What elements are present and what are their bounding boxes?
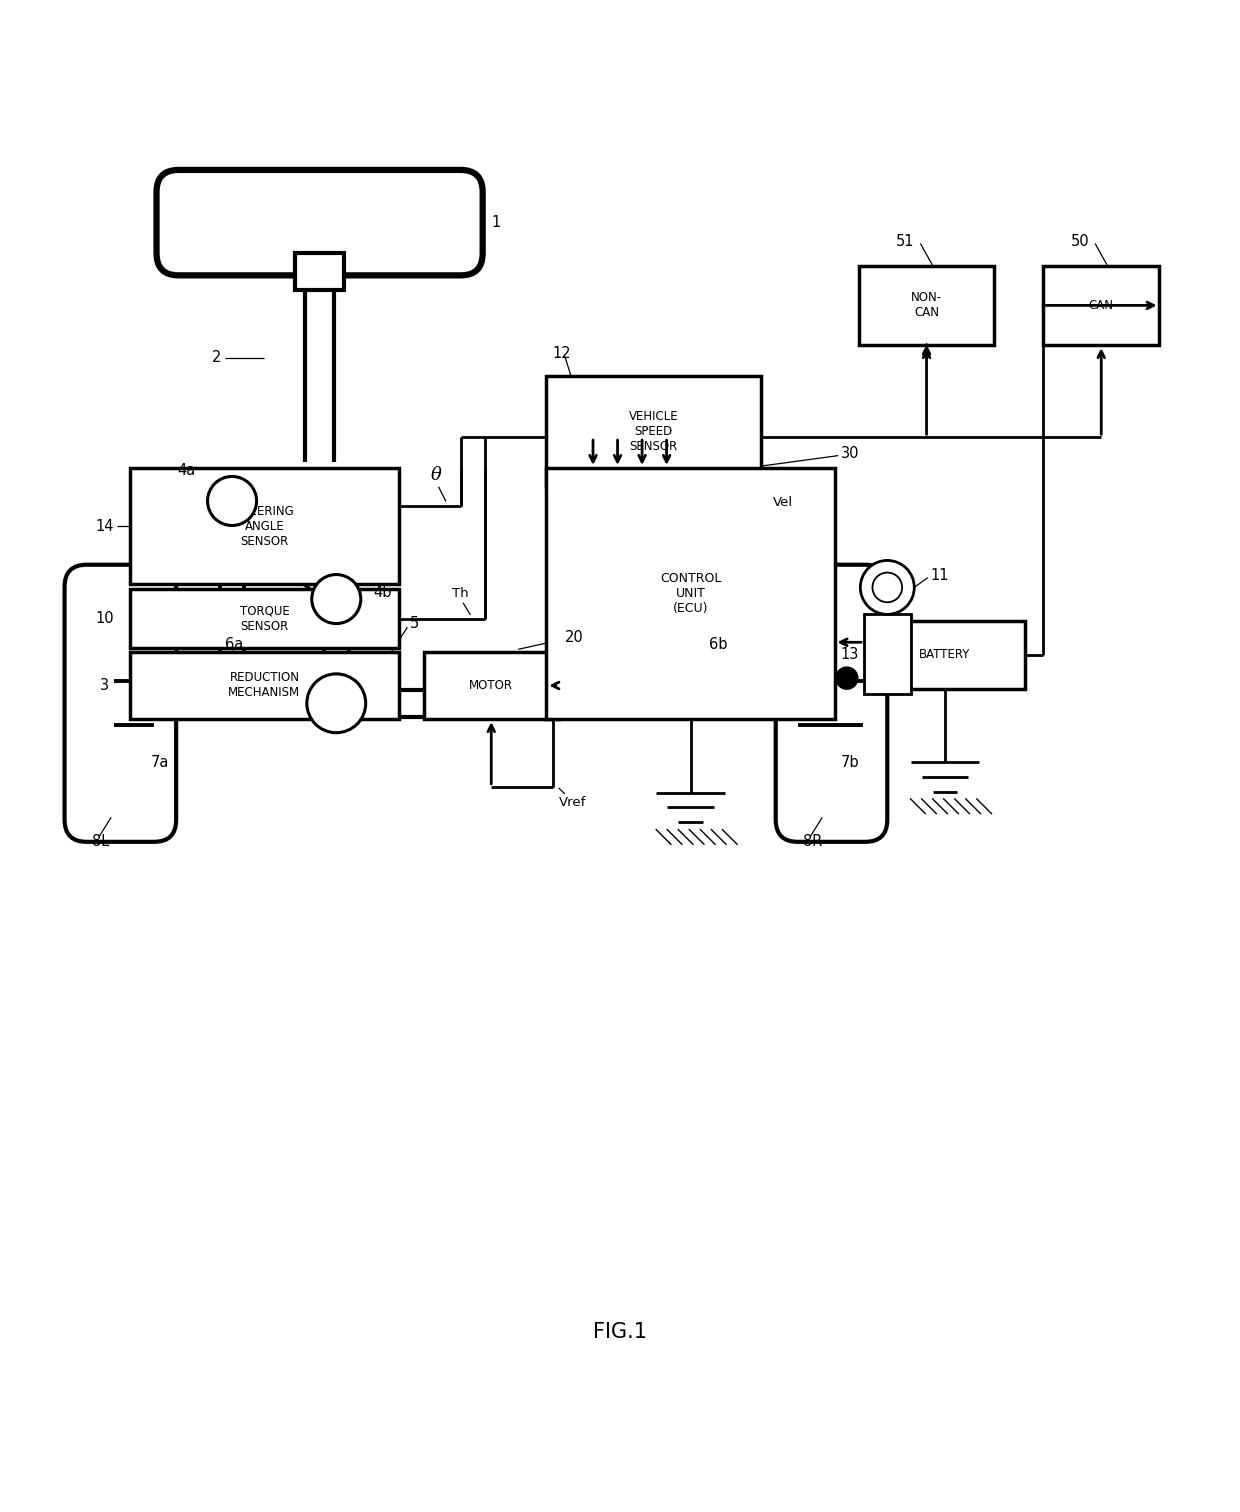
Text: 51: 51 [895, 233, 914, 248]
Text: CAN: CAN [1089, 299, 1114, 311]
Text: 7a: 7a [150, 754, 169, 770]
Text: STEERING
ANGLE
SENSOR: STEERING ANGLE SENSOR [236, 505, 294, 547]
Bar [1043, 266, 1159, 345]
Bar [859, 266, 994, 345]
Text: Vel: Vel [774, 496, 794, 510]
FancyBboxPatch shape [156, 169, 482, 275]
Text: 20: 20 [565, 629, 584, 644]
Text: 10: 10 [95, 611, 114, 626]
Bar [547, 467, 835, 720]
Text: 7b: 7b [841, 754, 859, 770]
Text: CONTROL
UNIT
(ECU): CONTROL UNIT (ECU) [660, 572, 722, 615]
Text: NON-
CAN: NON- CAN [911, 292, 942, 319]
Circle shape [207, 476, 257, 526]
Text: 4a: 4a [177, 463, 195, 478]
Bar [547, 376, 761, 487]
Text: 8L: 8L [92, 835, 109, 850]
Circle shape [861, 561, 914, 614]
Text: VEHICLE
SPEED
SENSOR: VEHICLE SPEED SENSOR [629, 410, 678, 452]
Bar [129, 590, 399, 649]
Text: 8R: 8R [802, 835, 822, 850]
Bar [864, 614, 910, 694]
Text: 13: 13 [841, 647, 859, 662]
Text: 1: 1 [491, 215, 501, 230]
Text: 2: 2 [212, 349, 222, 364]
Text: 6b: 6b [709, 637, 728, 652]
Text: Th: Th [453, 587, 469, 600]
Text: 50: 50 [1070, 233, 1089, 248]
Text: 3: 3 [99, 677, 109, 692]
Text: 5: 5 [410, 615, 419, 631]
Text: TORQUE
SENSOR: TORQUE SENSOR [239, 605, 289, 632]
Bar [129, 467, 399, 584]
Bar [295, 254, 345, 290]
Text: 4b: 4b [373, 585, 392, 600]
Text: θ: θ [430, 466, 441, 484]
Text: FIG.1: FIG.1 [593, 1323, 647, 1343]
FancyBboxPatch shape [776, 564, 888, 842]
Text: 11: 11 [930, 567, 949, 582]
Text: REDUCTION
MECHANISM: REDUCTION MECHANISM [228, 671, 300, 700]
Circle shape [306, 674, 366, 733]
Bar [866, 621, 1024, 688]
Bar [424, 652, 559, 720]
Circle shape [311, 575, 361, 623]
Text: BATTERY: BATTERY [919, 649, 971, 661]
Bar [129, 652, 399, 720]
Text: 14: 14 [95, 519, 114, 534]
Text: 6a: 6a [224, 637, 243, 652]
Text: Vref: Vref [559, 797, 587, 809]
Text: MOTOR: MOTOR [469, 679, 513, 692]
Circle shape [836, 667, 858, 689]
Text: 12: 12 [553, 346, 572, 361]
Text: 30: 30 [841, 446, 859, 461]
FancyBboxPatch shape [64, 564, 176, 842]
